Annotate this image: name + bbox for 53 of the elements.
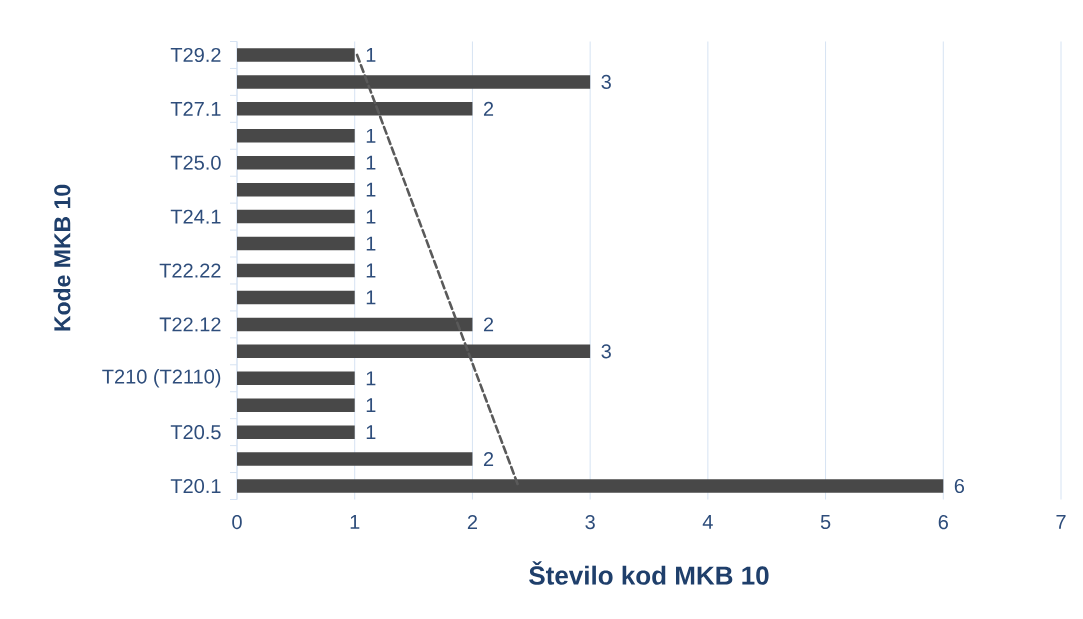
data-label: 6: [954, 478, 965, 494]
x-axis-title: Število kod MKB 10: [529, 561, 769, 585]
y-tick-label: T210 (T2110): [102, 368, 221, 388]
y-tick-label: T22.12: [159, 317, 221, 332]
bar: [237, 371, 355, 386]
data-label: 1: [366, 371, 376, 386]
x-tick-label: 3: [585, 515, 595, 530]
y-axis-title: Kode MKB 10: [53, 184, 71, 331]
x-tick-label: 7: [1056, 515, 1066, 529]
bar: [237, 209, 355, 224]
bar: [237, 452, 473, 466]
data-label: 2: [483, 452, 494, 467]
bar: [237, 479, 944, 493]
y-tick-label: T20.1: [170, 478, 221, 494]
data-label: 2: [483, 317, 494, 332]
bar: [237, 75, 591, 89]
bar: [237, 290, 355, 305]
data-label: 2: [483, 101, 494, 116]
y-tick-label: T29.2: [170, 47, 221, 63]
data-label: 1: [366, 155, 376, 170]
bar: [237, 425, 355, 439]
x-tick-label: 1: [350, 515, 360, 529]
bar: [237, 263, 355, 278]
bar: [237, 48, 355, 62]
bar: [237, 236, 355, 251]
y-tick-label: T24.1: [170, 209, 221, 224]
data-label: 3: [601, 74, 611, 89]
x-tick-label: 5: [820, 515, 831, 529]
y-tick-label: T27.1: [170, 101, 221, 116]
y-tick-label: T22.22: [159, 263, 221, 278]
bar: [237, 317, 473, 332]
data-label: 1: [366, 290, 376, 305]
bar: [237, 344, 591, 359]
bar: [237, 155, 355, 170]
x-tick-label: 2: [467, 515, 477, 529]
data-label: 1: [366, 398, 376, 413]
bar: [237, 129, 355, 143]
data-label: 1: [366, 236, 376, 251]
y-tick-label: T25.0: [170, 155, 221, 170]
x-tick-label: 6: [938, 515, 948, 530]
x-tick-label: 4: [702, 515, 713, 529]
data-label: 1: [366, 209, 376, 224]
data-label: 1: [366, 425, 376, 440]
bar: [237, 182, 355, 197]
data-label: 1: [366, 48, 376, 62]
data-label: 3: [601, 344, 611, 359]
y-tick-label: T20.5: [170, 425, 221, 440]
data-label: 1: [366, 263, 376, 278]
bar: [237, 398, 355, 412]
data-label: 1: [366, 182, 376, 197]
bar: [237, 102, 473, 116]
data-label: 1: [366, 128, 376, 143]
x-tick-label: 0: [232, 515, 242, 530]
